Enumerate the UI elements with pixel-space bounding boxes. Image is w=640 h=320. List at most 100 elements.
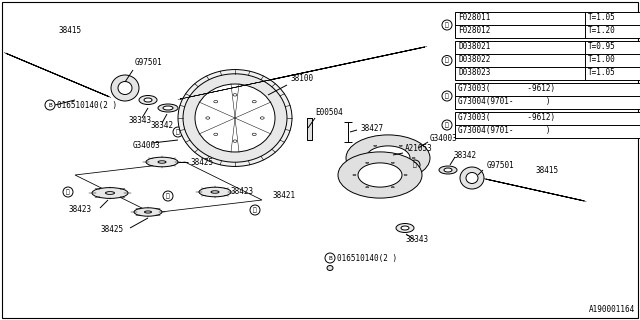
Bar [455, 83, 640, 109]
Ellipse shape [404, 174, 407, 175]
Text: ①: ① [166, 193, 170, 199]
Text: G73004(9701-       ): G73004(9701- ) [458, 125, 550, 134]
Polygon shape [180, 47, 425, 99]
Text: D038023: D038023 [458, 68, 490, 76]
Text: G97501: G97501 [487, 161, 515, 170]
Ellipse shape [396, 223, 414, 233]
Ellipse shape [353, 174, 356, 175]
Text: 016510140(2 ): 016510140(2 ) [337, 253, 397, 262]
Text: T=1.05: T=1.05 [588, 68, 616, 76]
Text: B: B [48, 102, 52, 108]
Text: G34003: G34003 [430, 133, 458, 142]
Ellipse shape [365, 162, 369, 163]
Text: F028011: F028011 [458, 12, 490, 21]
Text: 38342: 38342 [453, 150, 476, 159]
Text: ②: ② [253, 207, 257, 213]
Bar [455, 41, 640, 80]
Text: F028012: F028012 [458, 26, 490, 35]
Ellipse shape [199, 187, 231, 197]
Text: ④: ④ [445, 122, 449, 128]
Ellipse shape [252, 133, 256, 136]
Ellipse shape [365, 187, 369, 188]
Ellipse shape [399, 170, 403, 171]
Ellipse shape [401, 226, 409, 230]
Ellipse shape [252, 100, 256, 103]
Text: 38427: 38427 [360, 124, 383, 132]
Ellipse shape [145, 211, 152, 213]
Ellipse shape [92, 188, 128, 198]
Text: 38421: 38421 [272, 191, 295, 201]
Text: ②: ② [66, 189, 70, 195]
Ellipse shape [361, 157, 364, 158]
Text: ③: ③ [445, 93, 449, 99]
Ellipse shape [374, 170, 377, 171]
Polygon shape [486, 179, 584, 201]
Text: G97501: G97501 [135, 58, 163, 67]
Polygon shape [6, 53, 109, 97]
Text: B: B [328, 255, 332, 260]
Text: ②: ② [445, 58, 449, 63]
Text: G34003: G34003 [133, 140, 161, 149]
Ellipse shape [158, 104, 178, 112]
Ellipse shape [374, 145, 377, 146]
Ellipse shape [460, 167, 484, 189]
Ellipse shape [260, 117, 264, 119]
Ellipse shape [346, 135, 430, 181]
Ellipse shape [158, 161, 166, 163]
Ellipse shape [146, 157, 178, 167]
Ellipse shape [391, 187, 394, 188]
Ellipse shape [214, 100, 218, 103]
Text: 38415: 38415 [535, 165, 558, 174]
Ellipse shape [211, 191, 219, 193]
Ellipse shape [118, 82, 132, 94]
Text: 38423: 38423 [68, 205, 91, 214]
Ellipse shape [399, 145, 403, 146]
Ellipse shape [178, 69, 292, 166]
Text: G73003(        -9612): G73003( -9612) [458, 84, 555, 92]
Ellipse shape [466, 172, 478, 183]
Ellipse shape [233, 140, 237, 142]
Ellipse shape [144, 98, 152, 102]
Text: 38343: 38343 [128, 116, 151, 124]
Ellipse shape [163, 106, 173, 110]
Text: ①: ① [445, 22, 449, 28]
Text: 38425: 38425 [100, 226, 123, 235]
Ellipse shape [338, 152, 422, 198]
Ellipse shape [195, 84, 275, 152]
Text: 38423: 38423 [230, 188, 253, 196]
Text: T=1.20: T=1.20 [588, 26, 616, 35]
Ellipse shape [111, 75, 139, 101]
Text: T=1.05: T=1.05 [588, 12, 616, 21]
Ellipse shape [391, 162, 394, 163]
Text: A21053: A21053 [405, 143, 433, 153]
Text: E00504: E00504 [315, 108, 343, 116]
Ellipse shape [139, 95, 157, 105]
Text: 38415: 38415 [58, 26, 81, 35]
Bar [455, 112, 640, 138]
Text: 38343: 38343 [405, 236, 428, 244]
Ellipse shape [134, 208, 162, 216]
Text: G73003(        -9612): G73003( -9612) [458, 113, 555, 122]
Ellipse shape [183, 74, 287, 162]
Text: ③: ③ [176, 129, 180, 135]
Text: 38100: 38100 [290, 74, 313, 83]
Text: T=1.00: T=1.00 [588, 54, 616, 63]
Text: 38342: 38342 [150, 121, 173, 130]
Ellipse shape [444, 168, 452, 172]
Ellipse shape [233, 94, 237, 96]
Ellipse shape [412, 157, 415, 158]
Ellipse shape [106, 192, 115, 194]
Text: ④: ④ [413, 162, 417, 168]
Text: G73004(9701-       ): G73004(9701- ) [458, 97, 550, 106]
Bar [455, 12, 640, 38]
Ellipse shape [214, 133, 218, 136]
Text: 016510140(2 ): 016510140(2 ) [57, 100, 117, 109]
Bar [307, 118, 312, 140]
Text: 38425: 38425 [190, 157, 213, 166]
Ellipse shape [327, 266, 333, 270]
Text: D038021: D038021 [458, 42, 490, 51]
Ellipse shape [366, 146, 410, 170]
Text: D038022: D038022 [458, 54, 490, 63]
Ellipse shape [206, 117, 210, 119]
Text: T=0.95: T=0.95 [588, 42, 616, 51]
